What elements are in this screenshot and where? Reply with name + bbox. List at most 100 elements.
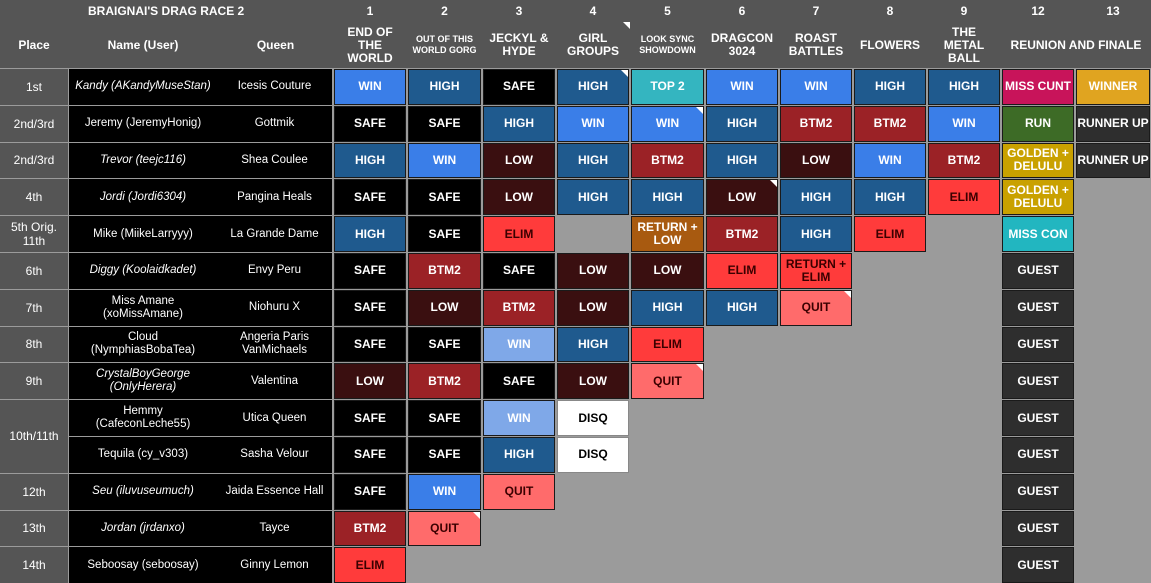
result-cell: GUEST <box>1002 547 1074 583</box>
queen-name: Tayce <box>217 510 332 547</box>
result-cell: WIN <box>557 105 629 142</box>
episode-8-title: FLOWERS <box>853 22 927 68</box>
result-cell: RETURN + ELIM <box>780 253 852 289</box>
result-cell: SAFE <box>408 400 481 436</box>
result-cell: ELIM <box>706 253 778 289</box>
queen-name: Valentina <box>217 363 332 400</box>
header-name: Name (User) <box>68 22 218 68</box>
contestant-name: Mike (MiikeLarryyy) <box>69 216 217 252</box>
result-cell: LOW <box>557 253 629 289</box>
result-cell: GUEST <box>1002 400 1074 436</box>
result-cell: HIGH <box>557 179 629 216</box>
result-cell: LOW <box>557 363 629 400</box>
queen-name: Utica Queen <box>217 400 332 436</box>
result-cell: HIGH <box>631 289 704 326</box>
result-cell: SAFE <box>483 253 555 289</box>
result-cell: ELIM <box>631 326 704 363</box>
queen-name: Gottmik <box>217 105 332 142</box>
result-cell: HIGH <box>557 69 629 105</box>
result-cell: LOW <box>780 142 852 179</box>
result-cell: GUEST <box>1002 473 1074 510</box>
place-cell: 5th Orig. 11th <box>0 216 68 252</box>
result-cell: SAFE <box>334 105 406 142</box>
result-cell: GUEST <box>1002 253 1074 289</box>
contestant-name: CrystalBoyGeorge (OnlyHerera) <box>69 363 217 400</box>
result-cell: SAFE <box>408 326 481 363</box>
contestant-name: Jordi (Jordi6304) <box>69 179 217 216</box>
episode-8-number: 8 <box>853 0 927 22</box>
contestant-name: Miss Amane (xoMissAmane) <box>69 289 217 326</box>
contestant-name: Jordan (jrdanxo) <box>69 510 217 547</box>
queen-name: Jaida Essence Hall <box>217 473 332 510</box>
contestant-name: Jeremy (JeremyHonig) <box>69 105 217 142</box>
result-cell: HIGH <box>334 142 406 179</box>
result-cell: WIN <box>928 105 1000 142</box>
episode-2-title: OUT OF THIS WORLD GORG <box>407 22 482 68</box>
result-cell: SAFE <box>334 437 406 473</box>
place-cell: 6th <box>0 253 68 289</box>
contestant-name: Diggy (Koolaidkadet) <box>69 253 217 289</box>
result-cell: WIN <box>706 69 778 105</box>
result-cell: GUEST <box>1002 326 1074 363</box>
episode-5-number: 5 <box>630 0 705 22</box>
result-cell: QUIT <box>483 473 555 510</box>
result-cell: HIGH <box>408 69 481 105</box>
table-title: BRAIGNAI'S DRAG RACE 2 <box>0 0 333 22</box>
place-cell: 10th/11th <box>0 400 68 473</box>
result-cell: HIGH <box>631 179 704 216</box>
result-cell: HIGH <box>706 142 778 179</box>
episode-9-number: 9 <box>927 0 1001 22</box>
result-cell: QUIT <box>780 289 852 326</box>
queen-name: Sasha Velour <box>217 437 332 473</box>
result-cell: ELIM <box>483 216 555 252</box>
result-cell: SAFE <box>408 437 481 473</box>
result-cell: QUIT <box>408 510 481 547</box>
place-cell: 8th <box>0 326 68 363</box>
result-cell: SAFE <box>334 253 406 289</box>
result-cell: BTM2 <box>408 253 481 289</box>
episode-7-number: 7 <box>779 0 853 22</box>
result-cell: BTM2 <box>631 142 704 179</box>
contestant-name: Kandy (AKandyMuseStan) <box>69 69 217 105</box>
result-cell: BTM2 <box>706 216 778 252</box>
result-cell: HIGH <box>557 326 629 363</box>
result-cell: DISQ <box>557 437 629 473</box>
place-cell: 1st <box>0 69 68 105</box>
place-cell: 2nd/3rd <box>0 142 68 179</box>
result-cell: SAFE <box>334 473 406 510</box>
place-cell: 13th <box>0 510 68 547</box>
episode-7-title: ROAST BATTLES <box>779 22 853 68</box>
result-cell: HIGH <box>334 216 406 252</box>
result-cell: GUEST <box>1002 289 1074 326</box>
header-place: Place <box>0 22 68 68</box>
queen-name: Envy Peru <box>217 253 332 289</box>
episode-6-title: DRAGCON 3024 <box>705 22 779 68</box>
result-cell: RUNNER UP <box>1076 142 1150 179</box>
result-cell: GUEST <box>1002 437 1074 473</box>
contestant-name: Seboosay (seboosay) <box>69 547 217 583</box>
episode-12-number: 12 <box>1001 0 1075 22</box>
result-cell: BTM2 <box>334 510 406 547</box>
result-cell: BTM2 <box>408 363 481 400</box>
episode-12-title: REUNION AND FINALE <box>1001 22 1151 68</box>
result-cell: ELIM <box>854 216 926 252</box>
episode-2-number: 2 <box>407 0 482 22</box>
result-cell: RUN <box>1002 105 1074 142</box>
header-queen: Queen <box>218 22 333 68</box>
queen-name: Angeria Paris VanMichaels <box>217 326 332 363</box>
result-cell: LOW <box>631 253 704 289</box>
place-cell: 2nd/3rd <box>0 105 68 142</box>
result-cell: HIGH <box>706 289 778 326</box>
result-cell: TOP 2 <box>631 69 704 105</box>
episode-3-number: 3 <box>482 0 556 22</box>
result-cell: SAFE <box>408 179 481 216</box>
episode-6-number: 6 <box>705 0 779 22</box>
queen-name: Niohuru X <box>217 289 332 326</box>
result-cell: HIGH <box>706 105 778 142</box>
episode-4-number: 4 <box>556 0 630 22</box>
result-cell: WIN <box>854 142 926 179</box>
place-cell: 12th <box>0 473 68 510</box>
result-cell: WIN <box>483 400 555 436</box>
result-cell: LOW <box>483 142 555 179</box>
queen-name: Icesis Couture <box>217 69 332 105</box>
